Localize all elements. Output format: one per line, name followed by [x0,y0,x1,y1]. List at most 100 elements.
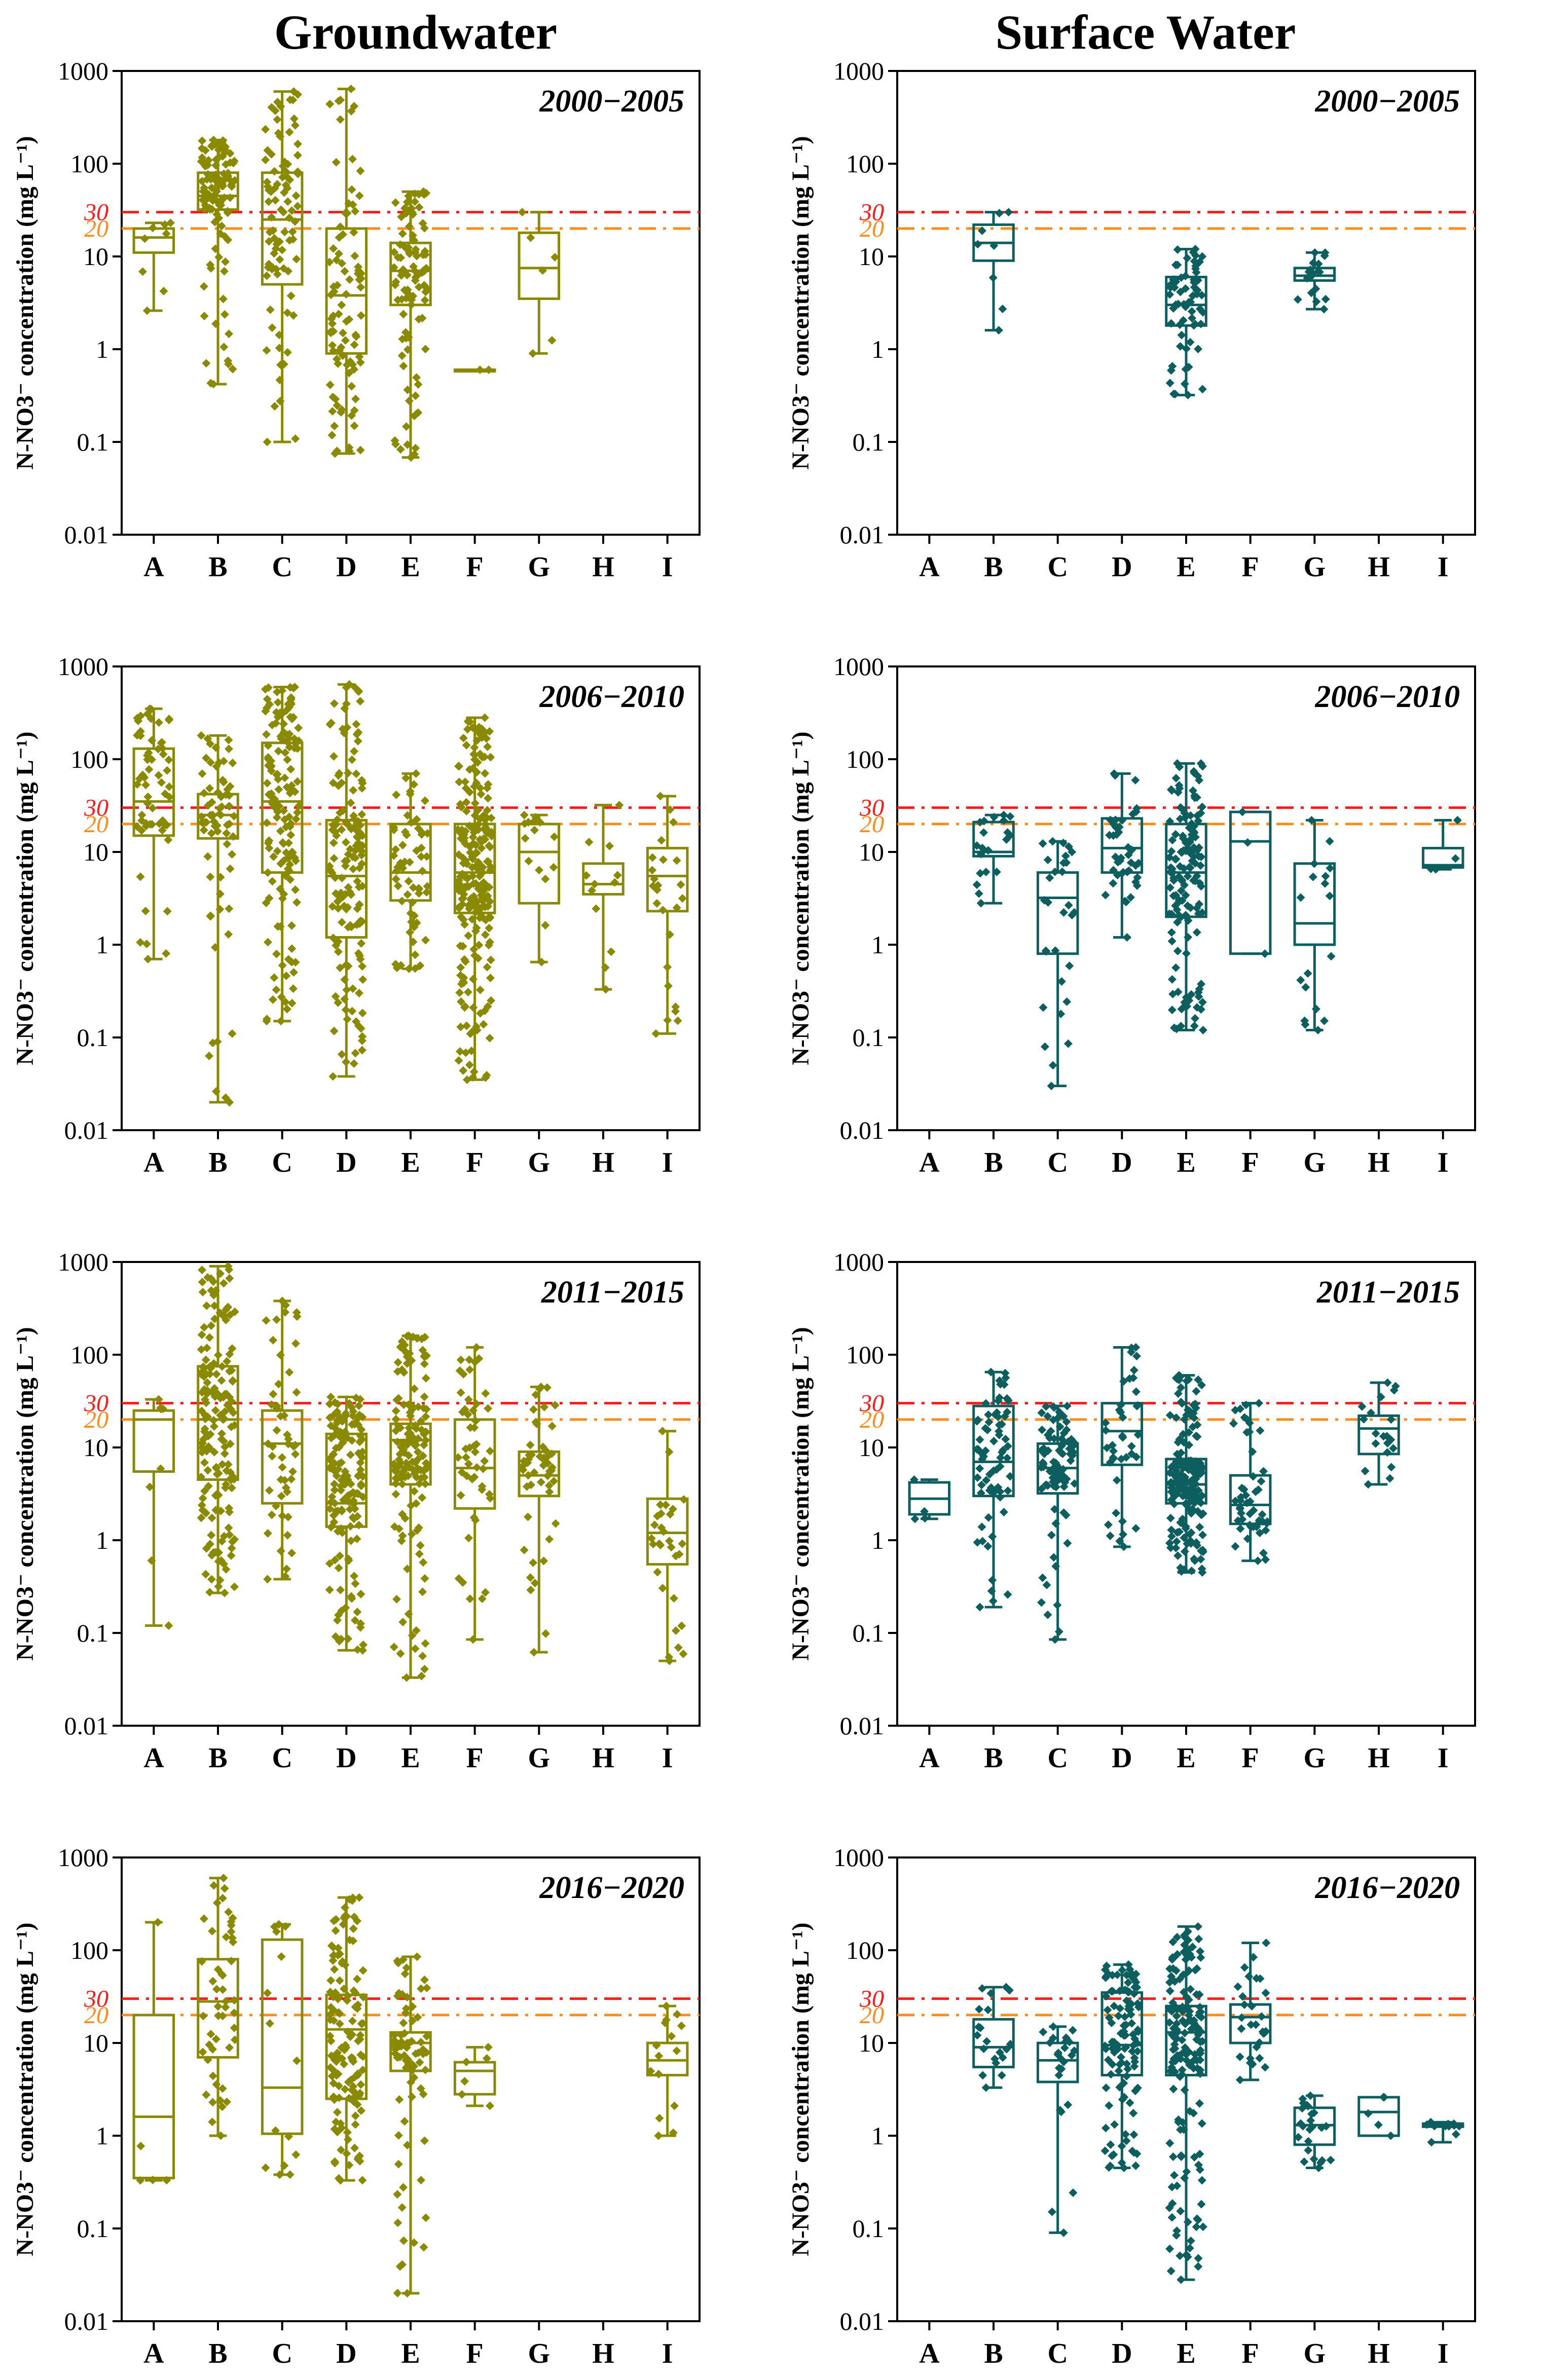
data-point [1257,2012,1266,2021]
data-point [402,1673,411,1682]
data-point [1169,2045,1178,2054]
data-point [206,261,215,270]
x-category-label: I [1438,2338,1449,2369]
data-point [1106,1531,1115,1540]
data-point [467,915,476,924]
data-point [654,2069,663,2078]
data-point [677,2021,686,2030]
data-point [1167,2007,1177,2016]
data-point [1180,1415,1189,1424]
data-point [412,1440,421,1449]
data-point [1050,867,1059,876]
x-category-label: A [919,1742,940,1774]
data-point [1101,1418,1110,1427]
data-point [269,852,278,861]
data-point [1051,1561,1060,1571]
iqr-box [1421,846,1464,869]
x-category-label: C [1047,1742,1068,1774]
data-point [270,167,279,176]
data-point [1180,808,1189,817]
data-point [470,755,479,764]
data-point [479,834,488,843]
data-point [337,1481,346,1491]
x-category-label: I [662,2338,673,2369]
data-point [996,1462,1005,1471]
data-point [407,1530,416,1539]
data-point [1172,2231,1181,2240]
data-point [1176,320,1185,329]
data-point [1184,298,1193,307]
data-point [328,392,338,401]
data-point [521,834,530,843]
data-point [455,1047,464,1056]
data-point [1236,1496,1245,1505]
data-point [1188,1422,1197,1431]
data-point [1053,1601,1062,1610]
box-E [1165,1922,1207,2284]
data-point [1194,1375,1203,1384]
data-point [272,949,281,958]
data-point [336,222,345,232]
data-point [1104,1520,1113,1530]
data-point [996,1487,1005,1496]
data-point [262,346,271,355]
data-point [982,2037,992,2046]
data-point [274,1380,283,1389]
data-point [393,881,402,890]
data-point [282,971,291,980]
data-point [219,1874,228,1883]
iqr-box [132,747,175,837]
data-point [1383,1448,1392,1457]
data-point [1047,1082,1056,1091]
data-point [1364,2109,1373,2118]
data-point [605,841,614,850]
data-point [1182,2050,1191,2059]
data-point [327,1941,336,1950]
data-point [529,1405,538,1414]
data-point [1113,1970,1122,1980]
data-point [615,801,624,810]
x-category-label: I [1438,1147,1449,1178]
data-point [216,229,225,238]
x-category-label: H [592,2338,614,2369]
data-point [1183,1405,1192,1415]
data-point [1367,1408,1375,1418]
data-point [344,1634,353,1643]
data-point [337,1505,346,1514]
data-point [1167,910,1176,919]
data-point [396,445,405,454]
data-point [1261,2063,1270,2072]
x-category-label: E [1177,1147,1195,1178]
data-point [472,1399,481,1408]
data-point [262,1015,271,1024]
data-point [413,1447,422,1457]
data-point [335,1551,344,1560]
data-point [1132,1401,1142,1410]
data-point [349,1059,358,1068]
data-point [326,1421,336,1430]
data-point [277,734,286,743]
data-point [420,1473,429,1482]
data-point [670,2101,679,2110]
data-point [1233,1982,1242,1991]
data-point [405,222,414,231]
data-point [421,345,430,354]
data-point [341,857,350,866]
data-point [357,859,366,868]
data-point [1180,2028,1189,2037]
x-category-label: H [1368,1147,1390,1178]
data-point [327,1433,336,1442]
data-point [349,1407,358,1416]
data-point [352,1489,361,1498]
data-point [1175,1455,1184,1464]
data-point [487,813,496,823]
data-point [1108,2060,1117,2069]
x-category-label: C [272,1147,292,1178]
data-point [398,229,407,238]
data-point [1255,1399,1264,1408]
data-point [673,2010,682,2019]
data-point [224,1523,233,1533]
data-point [294,723,303,732]
data-point [208,1977,217,1986]
